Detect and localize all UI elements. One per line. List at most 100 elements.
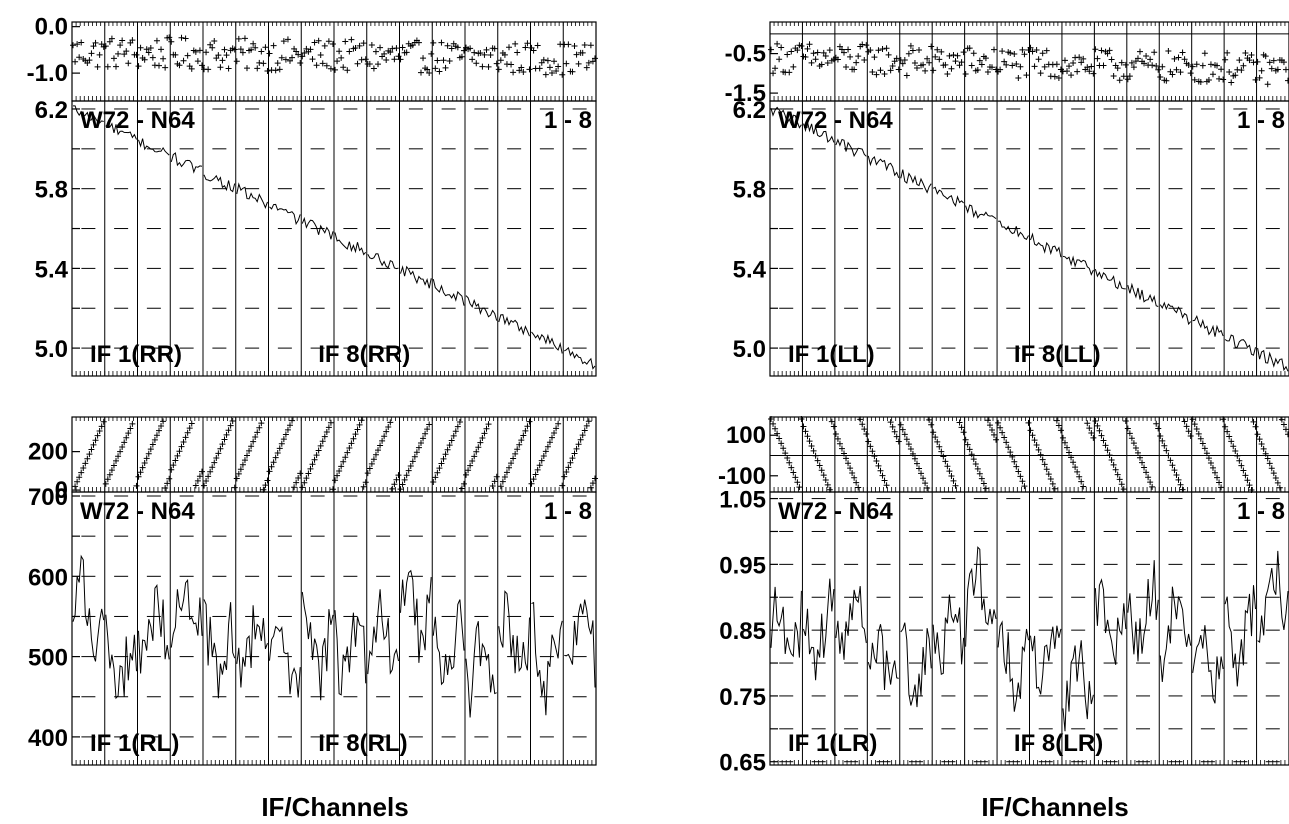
- phase-point: [544, 57, 551, 64]
- phase-point: [213, 454, 220, 461]
- amplitude-y-tick-label: 0.95: [719, 552, 766, 579]
- phase-point: [499, 478, 506, 485]
- phase-point: [180, 439, 187, 445]
- phase-point: [340, 64, 347, 71]
- phase-point: [329, 41, 336, 48]
- phase-point: [1027, 427, 1034, 434]
- phase-point: [1165, 48, 1172, 55]
- amplitude-y-tick-label: 0.65: [719, 750, 766, 777]
- phase-point: [450, 432, 457, 439]
- phase-point: [297, 470, 304, 477]
- phase-point: [1266, 460, 1273, 467]
- phase-point: [1072, 464, 1079, 471]
- phase-point: [260, 60, 267, 67]
- phase-point: [913, 64, 920, 71]
- phase-point: [788, 48, 795, 55]
- phase-point: [1013, 61, 1020, 68]
- amplitude-series-if-10: [367, 253, 399, 270]
- phase-point: [1222, 423, 1229, 430]
- phase-point: [794, 479, 801, 486]
- phase-point: [426, 70, 433, 77]
- phase-point: [873, 71, 880, 78]
- phase-point: [899, 60, 906, 67]
- phase-point: [229, 418, 236, 425]
- phase-point: [258, 48, 265, 55]
- amplitude-series-if-11: [400, 265, 432, 289]
- phase-point: [362, 479, 369, 486]
- phase-point: [188, 420, 195, 427]
- phase-point: [94, 63, 101, 70]
- phase-point: [1078, 59, 1085, 66]
- phase-point: [585, 59, 592, 66]
- amplitude-series-if-8: [998, 220, 1029, 240]
- phase-point: [352, 44, 359, 51]
- phase-point: [141, 459, 148, 466]
- phase-point: [930, 429, 937, 436]
- phase-point: [403, 49, 410, 56]
- phase-point: [520, 68, 527, 75]
- phase-point: [1086, 425, 1093, 432]
- phase-point: [982, 485, 989, 492]
- phase-point: [1179, 49, 1186, 56]
- phase-point: [901, 57, 908, 64]
- phase-point: [391, 481, 398, 488]
- phase-point: [877, 67, 884, 74]
- phase-point: [506, 464, 513, 471]
- phase-point: [1155, 66, 1162, 73]
- phase-point: [540, 56, 547, 63]
- phase-point: [978, 61, 985, 68]
- phase-point: [426, 421, 433, 428]
- phase-point: [909, 450, 916, 457]
- phase-point: [1205, 76, 1212, 83]
- phase-point: [960, 429, 967, 436]
- phase-point: [442, 64, 449, 71]
- phase-point: [1177, 481, 1184, 488]
- phase-point: [487, 51, 494, 58]
- phase-point: [774, 40, 781, 47]
- phase-point: [962, 71, 969, 78]
- phase-point: [360, 483, 367, 490]
- phase-point: [272, 454, 279, 461]
- amplitude-series-if-8: [301, 591, 334, 701]
- phase-point: [372, 48, 379, 55]
- phase-point: [591, 475, 598, 482]
- phase-point: [209, 44, 216, 51]
- phase-point: [356, 421, 363, 428]
- amplitude-series-if-12: [432, 599, 465, 686]
- phase-point: [1153, 420, 1160, 427]
- phase-point: [1189, 63, 1196, 70]
- phase-point: [104, 476, 111, 483]
- phase-point: [471, 453, 478, 460]
- phase-point: [1224, 428, 1231, 435]
- phase-point: [1015, 74, 1022, 81]
- phase-point: [1268, 465, 1275, 472]
- phase-point: [446, 442, 453, 449]
- phase-point: [215, 450, 222, 457]
- phase-point: [1110, 461, 1117, 468]
- phase-point: [354, 426, 361, 433]
- phase-point: [205, 66, 212, 73]
- phase-point: [133, 51, 140, 58]
- phase-point: [1272, 475, 1279, 482]
- phase-point: [252, 44, 259, 51]
- phase-point: [311, 456, 318, 463]
- phase-point: [976, 57, 983, 64]
- phase-point: [869, 448, 876, 455]
- phase-point: [911, 455, 918, 462]
- phase-point: [446, 57, 453, 64]
- phase-point: [158, 423, 165, 430]
- phase-point: [201, 482, 208, 489]
- phase-point: [115, 453, 122, 460]
- phase-point: [978, 475, 985, 482]
- phase-point: [332, 66, 339, 73]
- phase-point: [274, 449, 281, 456]
- phase-point: [438, 39, 445, 46]
- phase-point: [282, 431, 289, 438]
- phase-point: [589, 480, 596, 487]
- phase-point: [411, 453, 418, 460]
- phase-point: [192, 48, 199, 55]
- phase-point: [1092, 46, 1099, 53]
- phase-point: [254, 429, 261, 436]
- amplitude-series-if-5: [900, 169, 932, 194]
- phase-point: [934, 438, 941, 445]
